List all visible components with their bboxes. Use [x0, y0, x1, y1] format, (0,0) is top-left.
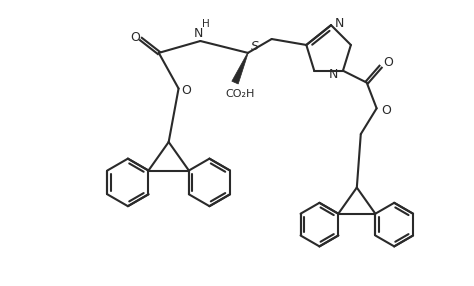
Text: CO₂H: CO₂H [225, 90, 255, 100]
Text: H: H [202, 19, 210, 29]
Text: O: O [382, 104, 392, 117]
Text: S: S [251, 40, 259, 53]
Text: O: O [130, 31, 140, 43]
Text: O: O [383, 56, 393, 69]
Text: N: N [328, 68, 338, 81]
Text: N: N [194, 27, 203, 39]
Text: O: O [182, 84, 191, 97]
Polygon shape [232, 53, 248, 84]
Text: N: N [334, 17, 344, 30]
